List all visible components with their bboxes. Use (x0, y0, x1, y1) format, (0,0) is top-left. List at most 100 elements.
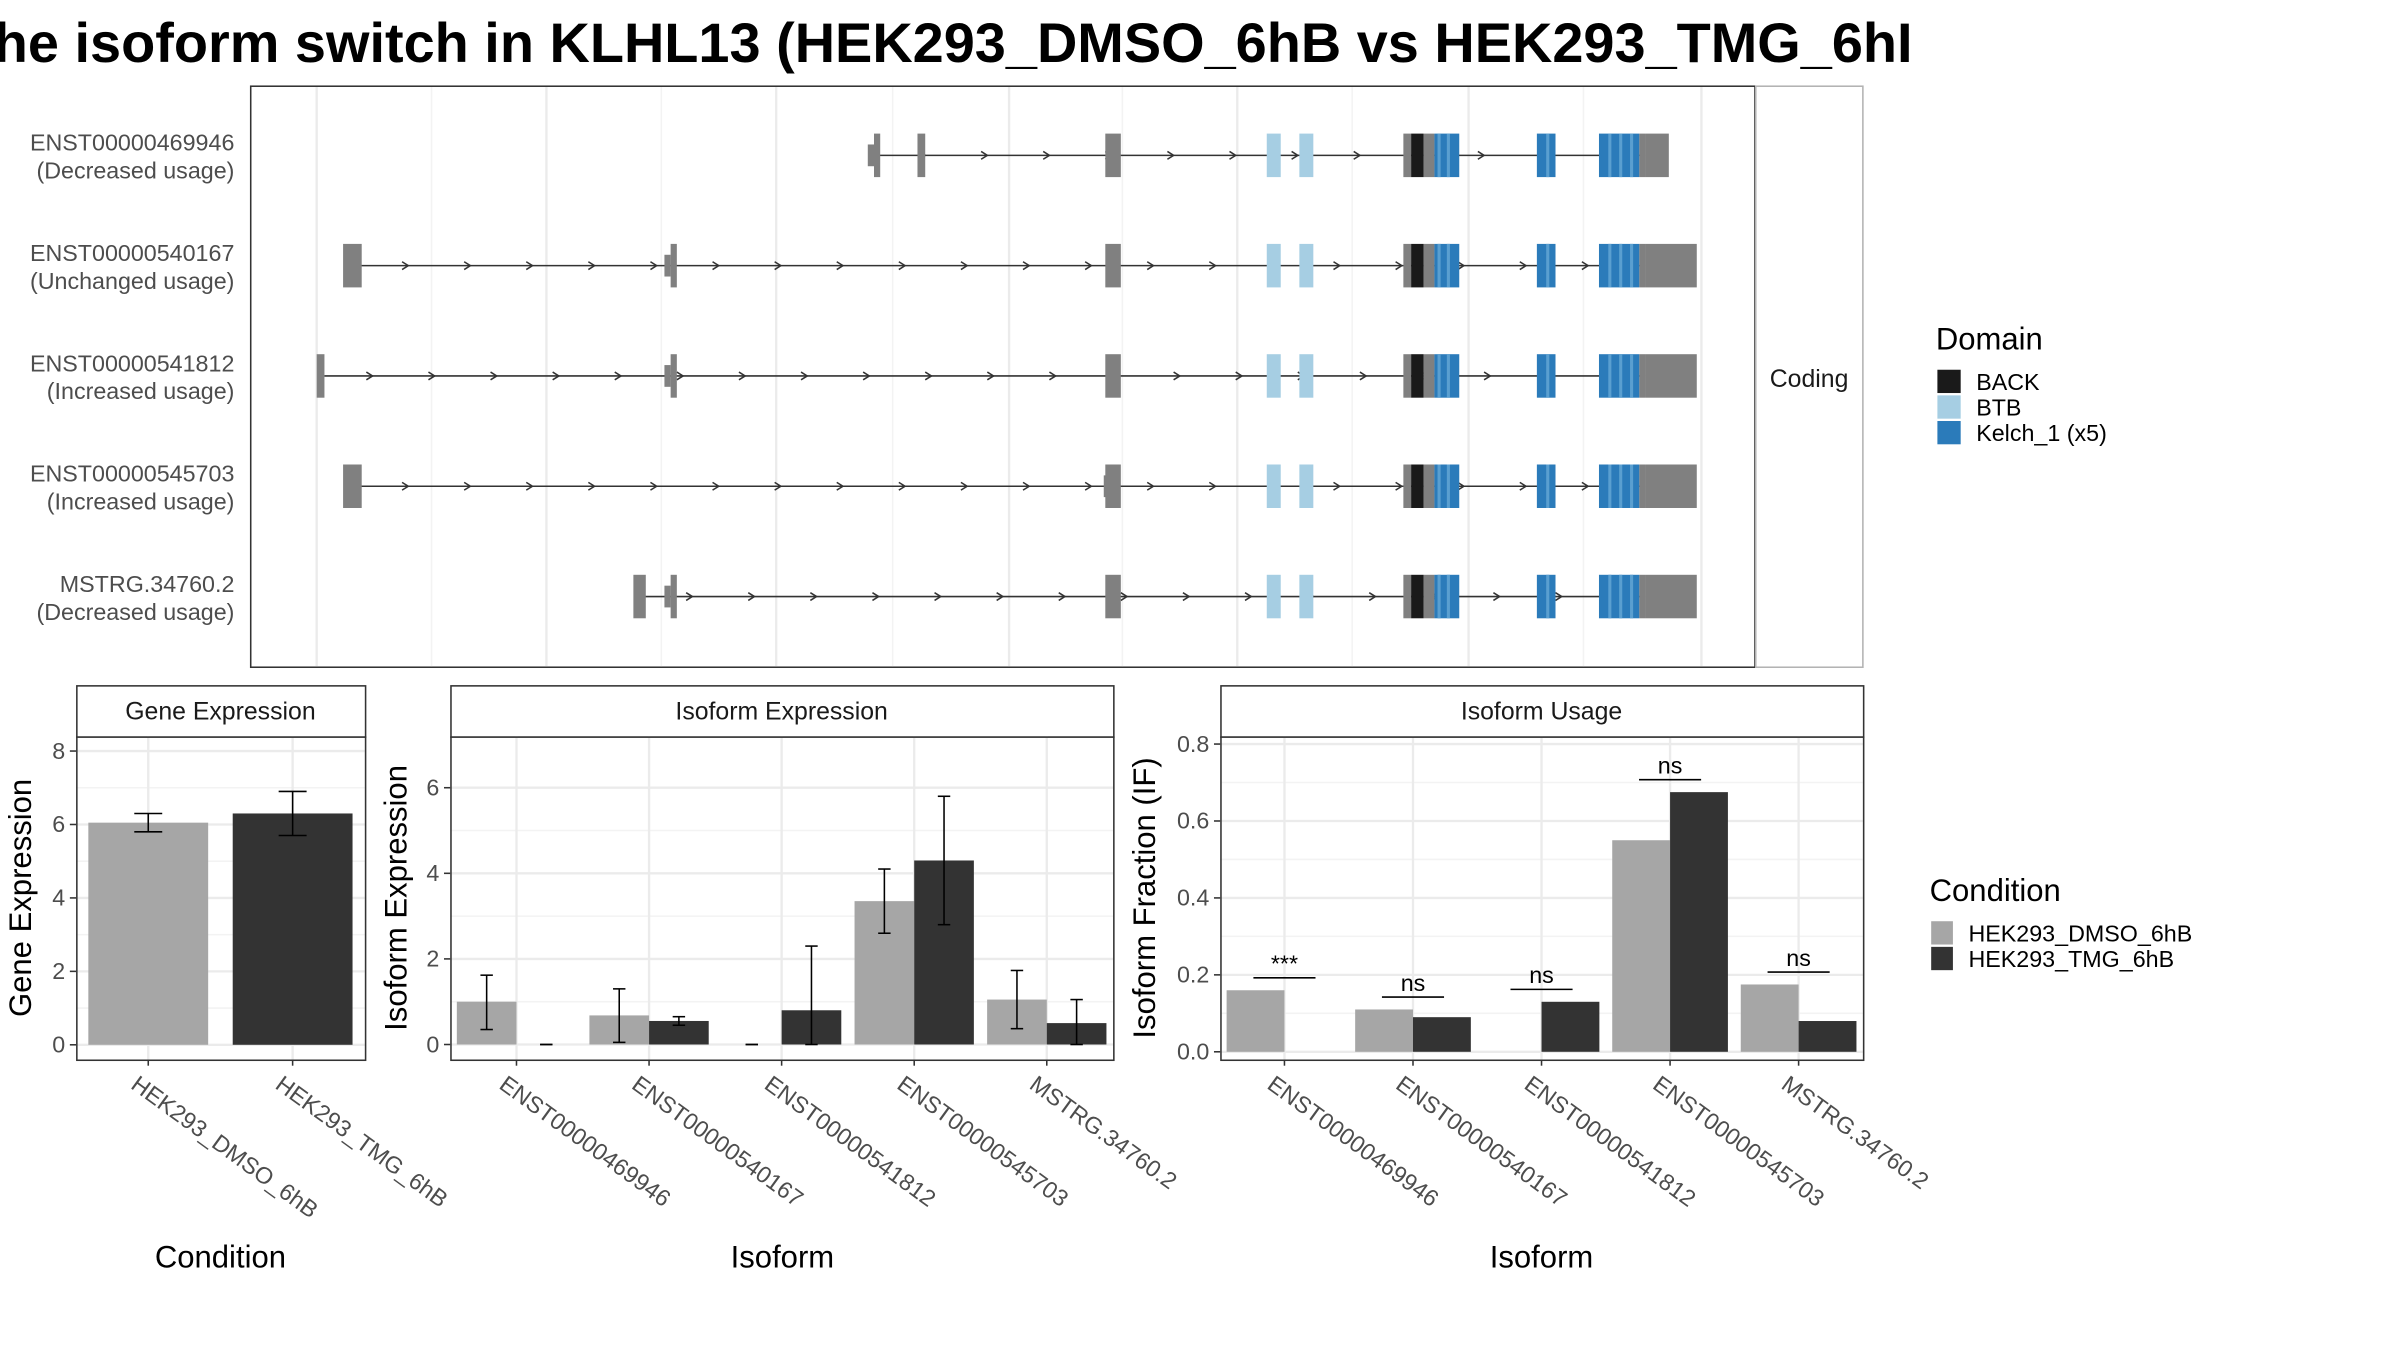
isoform-usage-chart: Isoform Usage0.00.20.40.60.8***ENST00000… (1127, 685, 1934, 1275)
kelch-stripe (1630, 243, 1634, 288)
legend-label: BTB (1976, 395, 2021, 421)
bar (1670, 792, 1728, 1052)
exon-block (343, 464, 362, 508)
y-tick-label: 0.6 (1177, 808, 1209, 834)
intron-direction-arrow (872, 592, 881, 602)
exon-block (1639, 243, 1646, 288)
kelch-stripe (1608, 243, 1612, 288)
utr-tail (1645, 464, 1697, 508)
intron-direction-arrow (365, 371, 375, 381)
intron-direction-arrow (712, 481, 721, 491)
bar (232, 813, 353, 1045)
isoform-id-label: ENST00000545703 (30, 461, 234, 487)
intron-direction-arrow (401, 481, 410, 491)
intron-direction-arrow (1555, 592, 1564, 602)
exon-block (1403, 133, 1412, 178)
intron-direction-arrow (1477, 150, 1486, 160)
intron-direction-arrow (862, 371, 871, 381)
exon-block (1403, 574, 1412, 619)
isoform-id-label: MSTRG.34760.2 (60, 571, 235, 597)
exon-block (1639, 574, 1646, 619)
utr-tail (1645, 133, 1669, 178)
intron-direction-arrow (898, 261, 907, 271)
isoform-id-label: ENST00000540167 (30, 240, 234, 266)
exon-block (1423, 574, 1435, 619)
coding-strip (1754, 85, 1864, 669)
legend-swatch-btb (1937, 395, 1961, 419)
exon-block (917, 133, 926, 178)
intron-direction-arrow (587, 261, 597, 271)
exon-block (664, 585, 671, 608)
intron-direction-arrow (1120, 592, 1129, 602)
intron-direction-arrow (463, 261, 472, 271)
intron-direction-arrow (1457, 261, 1466, 271)
plot-border (1220, 736, 1865, 1062)
y-axis-title: Isoform Expression (379, 765, 414, 1031)
intron-direction-arrow (401, 261, 410, 271)
y-tick-label: 4 (52, 885, 65, 911)
y-axis-title: Gene Expression (3, 779, 38, 1017)
exon-block (1423, 133, 1435, 178)
intron-direction-arrow (525, 481, 534, 491)
exon-block (664, 254, 671, 277)
kelch-stripe (1619, 133, 1623, 178)
y-tick-label: 6 (426, 774, 439, 800)
intron-direction-arrow (1483, 371, 1492, 381)
kelch-stripe (1608, 574, 1612, 619)
intron-direction-arrow (1173, 371, 1182, 381)
exon-block (1266, 133, 1281, 178)
isoform-structure-panel: ENST00000469946(Decreased usage)ENST0000… (30, 85, 1864, 669)
intron-direction-arrow (650, 261, 659, 271)
y-tick-label: 0 (426, 1031, 439, 1057)
intron-direction-arrow (960, 481, 969, 491)
panel-strip-title: Gene Expression (125, 698, 315, 725)
exon-block (1423, 243, 1435, 288)
exon-block (1105, 354, 1121, 398)
exon-block (1423, 464, 1435, 508)
kelch-stripe (1619, 464, 1623, 508)
panel-strip-title: Isoform Expression (675, 698, 887, 725)
legend-swatch-condition-0 (1931, 921, 1953, 945)
intron-direction-arrow (1084, 261, 1093, 271)
intron-direction-arrow (738, 371, 747, 381)
exon-block (874, 133, 881, 178)
intron-direction-arrow (836, 261, 845, 271)
intron-direction-arrow (1208, 261, 1217, 271)
intron-direction-arrow (1208, 481, 1217, 491)
kelch-stripe (1546, 133, 1550, 178)
kelch-stripe (1546, 354, 1550, 398)
exon-block (1411, 574, 1424, 619)
legend-swatch-back (1937, 369, 1961, 394)
intron-direction-arrow (1581, 481, 1590, 491)
legend-label: Kelch_1 (x5) (1976, 420, 2107, 446)
exon-block (633, 574, 646, 619)
intron-direction-arrow (986, 371, 996, 381)
kelch-stripe (1437, 354, 1441, 398)
y-axis-title: Isoform Fraction (IF) (1127, 757, 1162, 1038)
exon-block (1266, 243, 1281, 288)
exon-block (343, 243, 362, 288)
intron-direction-arrow (996, 592, 1005, 602)
legend-label: BACK (1976, 369, 2040, 395)
kelch-stripe (1546, 464, 1550, 508)
y-tick-label: 6 (52, 811, 65, 837)
exon-block (670, 243, 677, 288)
intron-direction-arrow (1519, 261, 1528, 271)
intron-direction-arrow (1022, 481, 1031, 491)
intron-direction-arrow (1395, 261, 1404, 271)
intron-direction-arrow (1058, 592, 1067, 602)
intron-direction-arrow (774, 261, 783, 271)
bar (1740, 984, 1799, 1052)
exon-block (1266, 464, 1281, 508)
exon-block (670, 354, 677, 398)
kelch-stripe (1446, 464, 1450, 508)
intron-direction-arrow (960, 261, 969, 271)
figure-title: he isoform switch in KLHL13 (HEK293_DMSO… (0, 11, 1913, 74)
kelch-stripe (1630, 354, 1634, 398)
intron-direction-arrow (1368, 592, 1377, 602)
bar (1798, 1021, 1857, 1052)
significance-label: ns (1401, 970, 1426, 996)
